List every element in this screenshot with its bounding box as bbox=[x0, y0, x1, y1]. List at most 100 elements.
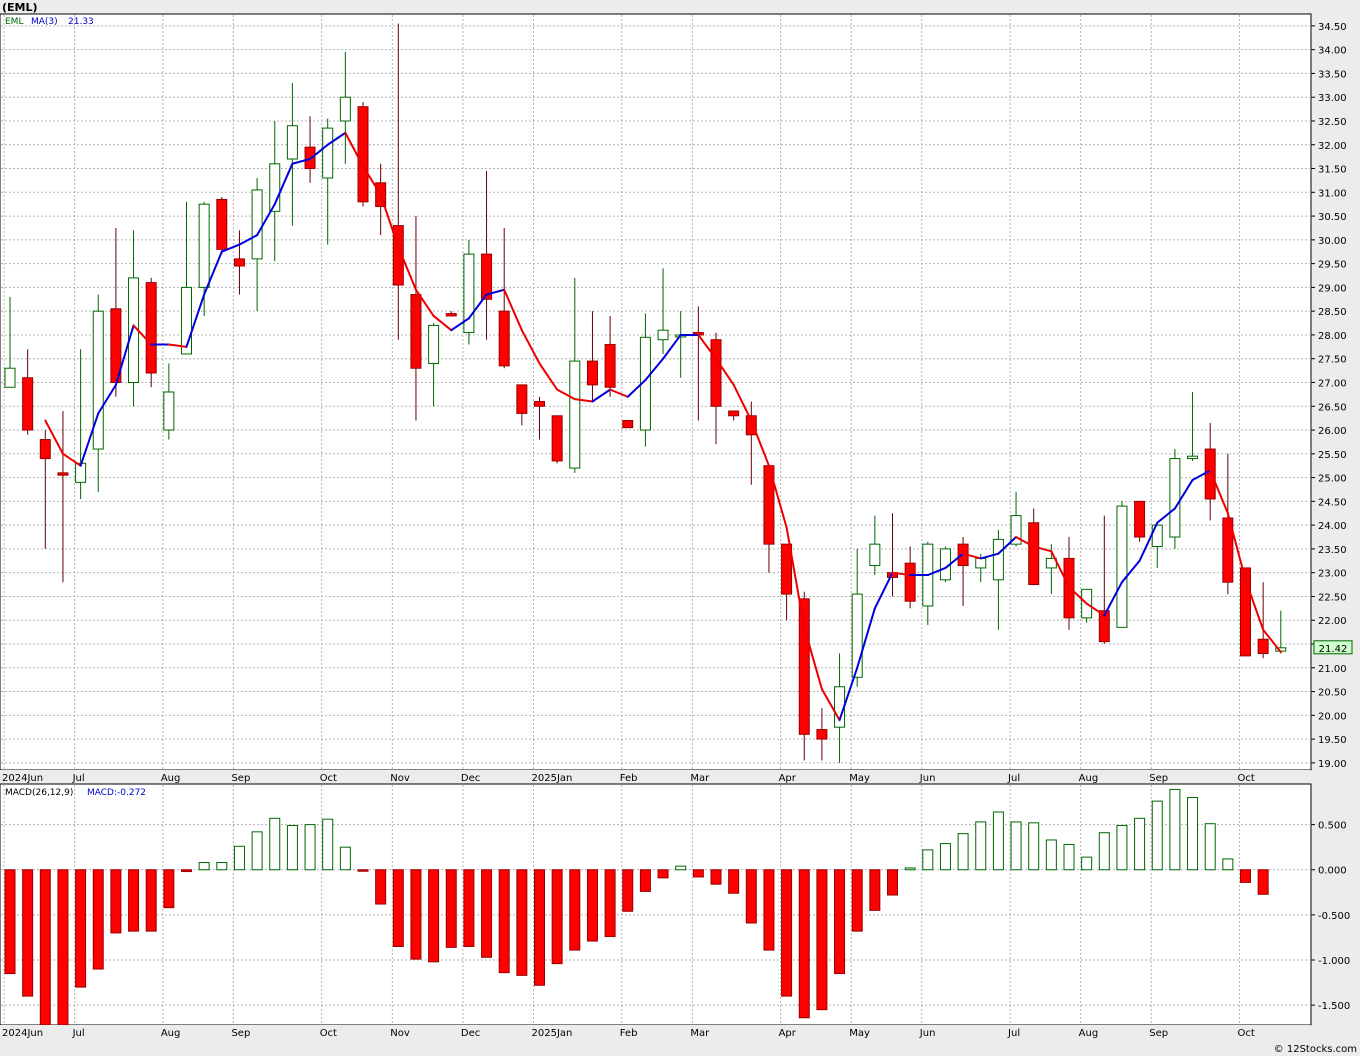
x-tick-label: Mar bbox=[690, 1028, 710, 1039]
price-tick-label: 33.00 bbox=[1318, 93, 1347, 104]
macd-tick-label: -1.500 bbox=[1318, 1001, 1350, 1012]
x-tick-label: Sep bbox=[231, 1028, 250, 1039]
x-tick-label: May bbox=[849, 1028, 870, 1039]
candle-down bbox=[904, 546, 916, 609]
price-tick-label: 34.50 bbox=[1318, 22, 1347, 33]
macd-bar-positive bbox=[286, 825, 298, 871]
candle-body bbox=[534, 401, 545, 407]
macd-bar-positive bbox=[269, 817, 281, 871]
price-tick-label: 28.50 bbox=[1318, 307, 1347, 318]
x-tick-label: Jul bbox=[72, 1028, 85, 1039]
ma-segment bbox=[556, 388, 576, 401]
ma-segment bbox=[220, 243, 241, 253]
legend-macd-value: MACD:-0.272 bbox=[87, 788, 146, 798]
candle-down bbox=[816, 708, 828, 761]
candle-body bbox=[357, 106, 369, 203]
ma-segment bbox=[1103, 581, 1123, 617]
candle-up bbox=[869, 515, 881, 576]
candle-down bbox=[728, 410, 740, 421]
candle-up bbox=[1169, 449, 1181, 549]
macd-bar-negative bbox=[39, 869, 51, 1026]
candle-body bbox=[869, 543, 881, 567]
candle-down bbox=[534, 396, 545, 440]
candle-down bbox=[498, 227, 510, 369]
x-tick-label: Feb bbox=[620, 773, 638, 784]
macd-bar-negative bbox=[710, 869, 722, 885]
candle-body bbox=[1257, 638, 1269, 655]
macd-bar-negative bbox=[375, 869, 387, 905]
x-tick-label: Sep bbox=[231, 773, 250, 784]
last-price-marker: 21.42 bbox=[1313, 640, 1353, 655]
candle-body bbox=[1169, 458, 1181, 538]
macd-histogram bbox=[4, 788, 1269, 1026]
candle-down bbox=[604, 315, 616, 397]
candle-down bbox=[1257, 582, 1269, 659]
ma-segment bbox=[1244, 578, 1265, 631]
legend-ticker: EML bbox=[5, 17, 23, 27]
macd-bar-positive bbox=[251, 831, 263, 871]
candle-body bbox=[198, 203, 210, 288]
candle-body bbox=[339, 96, 351, 122]
macd-bar-negative bbox=[569, 869, 581, 951]
x-axis-strip-top bbox=[0, 770, 1311, 784]
candle-body bbox=[992, 538, 1004, 581]
price-tick-label: 31.00 bbox=[1318, 188, 1347, 199]
candle-up bbox=[322, 118, 334, 245]
macd-bar-negative bbox=[463, 869, 475, 947]
candle-body bbox=[428, 324, 440, 364]
price-tick-label: 30.00 bbox=[1318, 236, 1347, 247]
ma-segment bbox=[1173, 478, 1194, 510]
macd-bar-positive bbox=[1204, 823, 1216, 871]
price-tick-label: 21.00 bbox=[1318, 664, 1347, 675]
macd-bar-positive bbox=[1063, 843, 1075, 871]
candle-body bbox=[1098, 610, 1110, 643]
price-candles bbox=[4, 23, 1287, 763]
macd-bar-positive bbox=[1010, 821, 1022, 871]
macd-axis: 0.500 0.000 -0.500 -1.000 -1.500 bbox=[1311, 821, 1350, 1012]
macd-bar-negative bbox=[534, 869, 545, 986]
ma-segment bbox=[962, 552, 982, 560]
macd-bar-positive bbox=[904, 867, 916, 871]
macd-bar-positive bbox=[992, 811, 1004, 871]
ma-segment bbox=[1156, 507, 1176, 524]
ma-segment bbox=[697, 333, 717, 360]
ma-segment bbox=[1032, 545, 1053, 553]
ma-segment bbox=[820, 688, 841, 722]
x-tick-label: Feb bbox=[620, 1028, 638, 1039]
ma-segment bbox=[79, 412, 100, 467]
macd-bar-negative bbox=[498, 869, 510, 974]
candle-up bbox=[4, 296, 16, 388]
macd-tick-label: -0.500 bbox=[1318, 911, 1350, 922]
chart-title: (EML) bbox=[2, 1, 38, 14]
candle-down bbox=[745, 401, 757, 485]
macd-bar-positive bbox=[1098, 832, 1110, 871]
x-tick-label: Sep bbox=[1149, 773, 1168, 784]
ma-segment bbox=[1138, 521, 1159, 562]
price-tick-label: 19.50 bbox=[1318, 735, 1347, 746]
candle-body bbox=[145, 282, 157, 374]
candle-down bbox=[57, 411, 69, 583]
candle-up bbox=[1187, 392, 1199, 461]
macd-bar-negative bbox=[410, 869, 422, 960]
candle-body bbox=[1187, 455, 1199, 460]
ma-segment bbox=[732, 383, 753, 422]
ma-segment bbox=[609, 388, 629, 398]
ma-segment bbox=[503, 288, 523, 332]
x-tick-label: Nov bbox=[390, 773, 410, 784]
candle-up bbox=[428, 323, 440, 407]
candle-body bbox=[798, 598, 810, 735]
macd-bar-negative bbox=[392, 869, 404, 947]
legend-macd: MACD(26,12,9) bbox=[5, 788, 73, 798]
macd-bar-negative bbox=[1240, 869, 1251, 883]
macd-bar-negative bbox=[622, 869, 634, 912]
macd-bar-positive bbox=[233, 845, 245, 871]
candle-down bbox=[216, 197, 228, 255]
x-axis-strip-bottom bbox=[0, 1025, 1311, 1039]
price-tick-label: 32.00 bbox=[1318, 141, 1347, 152]
ma-segment bbox=[926, 566, 947, 577]
ma-segment bbox=[44, 419, 64, 455]
candle-body bbox=[904, 562, 916, 602]
ma-segment bbox=[538, 362, 559, 391]
candle-body bbox=[4, 367, 16, 388]
ma-segment bbox=[432, 314, 453, 332]
